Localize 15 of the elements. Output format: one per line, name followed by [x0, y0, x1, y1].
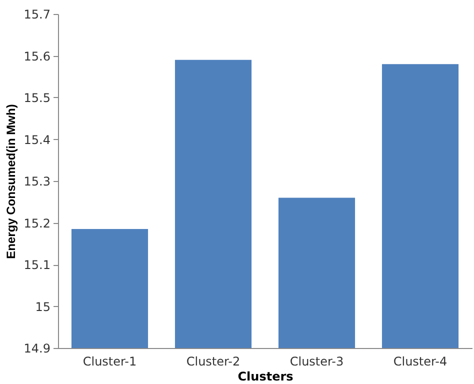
- y-tick-label: 15.5: [24, 91, 50, 105]
- y-tick-label: 15.6: [24, 49, 50, 64]
- x-tick-label: Cluster-3: [290, 354, 344, 368]
- y-tick-label: 15.7: [24, 8, 50, 22]
- y-tick-label: 15.4: [24, 132, 50, 147]
- y-tick-label: 15.3: [24, 174, 50, 188]
- x-tick-label: Cluster-2: [186, 354, 240, 368]
- y-tick-label: 15.1: [24, 258, 50, 272]
- x-tick-label: Cluster-1: [82, 354, 137, 368]
- y-tick-label: 14.9: [24, 342, 50, 356]
- x-tick-label: Cluster-4: [393, 354, 448, 368]
- y-tick-label: 15: [35, 300, 50, 314]
- y-tick-label: 15.2: [24, 216, 50, 230]
- y-axis-title: Energy Consumed(in Mwh): [4, 104, 18, 259]
- x-axis-title: Clusters: [238, 370, 294, 384]
